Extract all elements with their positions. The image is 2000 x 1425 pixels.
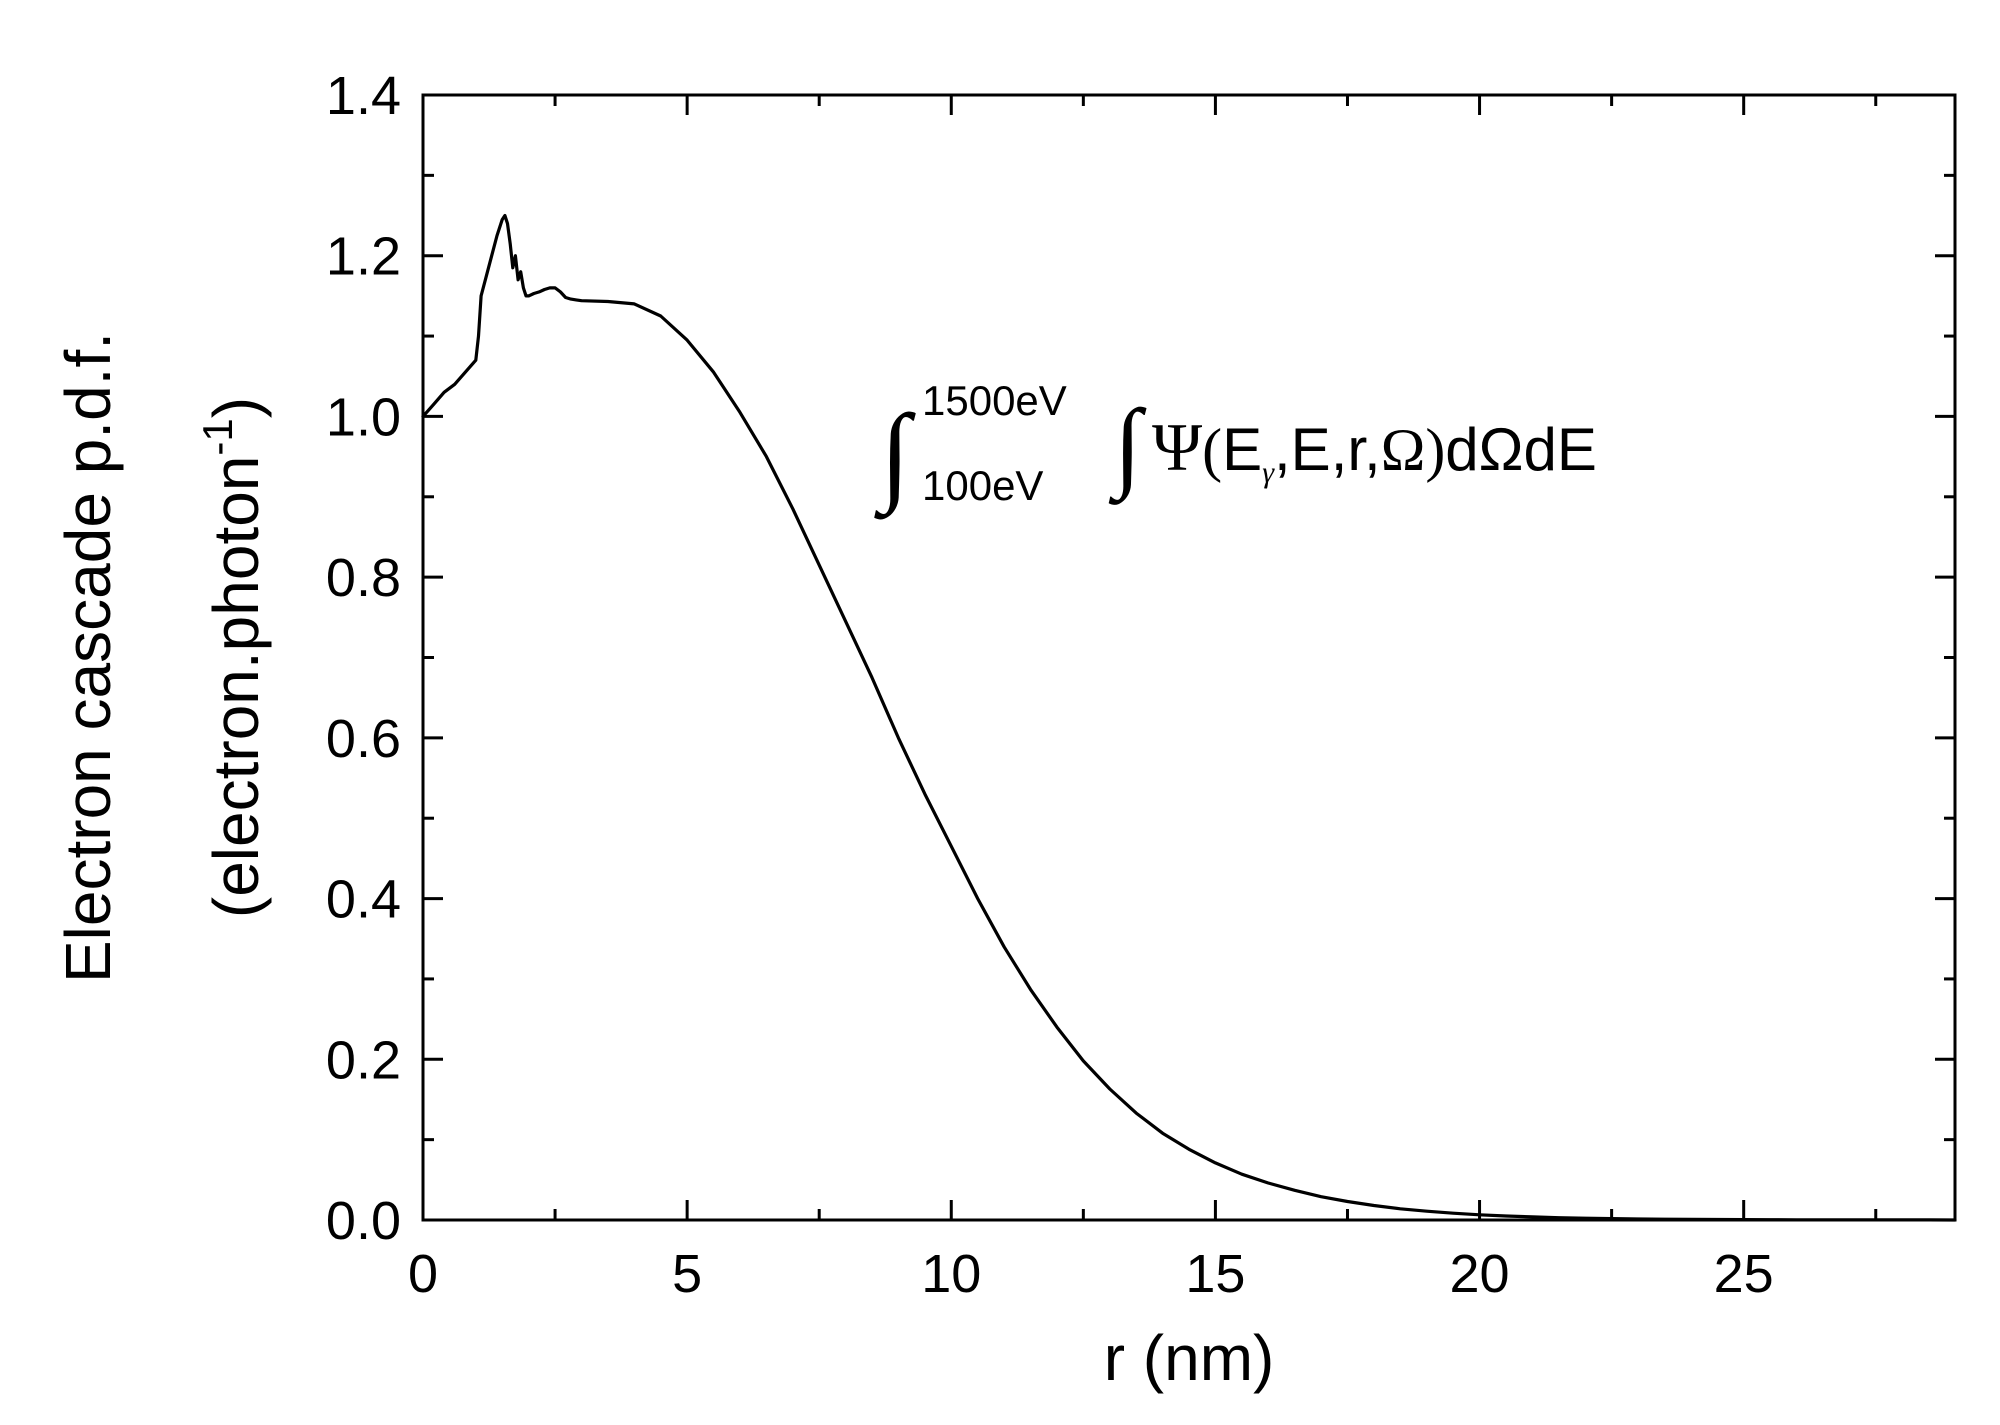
x-tick-label: 5 bbox=[672, 1244, 702, 1304]
y-axis-title-line2: (electron.photon-1) bbox=[194, 397, 272, 918]
e-gamma: E bbox=[1222, 416, 1262, 483]
y-tick-label: 0.8 bbox=[326, 548, 401, 608]
y-axis-title-close: ) bbox=[200, 397, 272, 418]
y-tick-label: 1.4 bbox=[326, 66, 401, 126]
differentials: dΩdE bbox=[1445, 416, 1597, 483]
x-tick-label: 0 bbox=[408, 1244, 438, 1304]
ticks-layer bbox=[421, 93, 1955, 1222]
x-tick-label: 15 bbox=[1185, 1244, 1245, 1304]
x-tick-labels: 0 5 10 15 20 25 bbox=[408, 1244, 1774, 1304]
integral-annotation: ∫ 1500eV 100eV ∫ Ψ(Eγ,E,r,Ω)dΩdE bbox=[874, 377, 1597, 520]
y-tick-label: 1.0 bbox=[326, 387, 401, 447]
y-tick-labels: 0.0 0.2 0.4 0.6 0.8 1.0 1.2 1.4 bbox=[326, 66, 401, 1251]
lower-limit: 100eV bbox=[922, 462, 1043, 509]
x-axis-title: r (nm) bbox=[1104, 1322, 1275, 1394]
psi-symbol: Ψ bbox=[1152, 409, 1202, 485]
outer-integral-sign: ∫ bbox=[874, 392, 916, 520]
y-tick-label: 0.4 bbox=[326, 870, 401, 930]
x-tick-label: 20 bbox=[1450, 1244, 1510, 1304]
x-tick-label: 25 bbox=[1714, 1244, 1774, 1304]
svg-text:Ψ(Eγ,E,r,Ω)dΩdE: Ψ(Eγ,E,r,Ω)dΩdE bbox=[1152, 409, 1597, 489]
close-paren: ) bbox=[1425, 417, 1445, 483]
x-tick-label: 10 bbox=[921, 1244, 981, 1304]
y-axis-title-main: (electron.photon bbox=[200, 456, 272, 919]
series-line bbox=[421, 213, 1957, 1222]
plot-frame bbox=[421, 93, 1957, 1222]
y-axis-title-superscript: -1 bbox=[194, 418, 241, 455]
y-tick-label: 0.6 bbox=[326, 709, 401, 769]
open-paren: ( bbox=[1202, 417, 1222, 483]
y-tick-label: 0.2 bbox=[326, 1030, 401, 1090]
y-tick-label: 1.2 bbox=[326, 227, 401, 287]
inner-integral-sign: ∫ bbox=[1108, 389, 1147, 505]
gamma-subscript: γ bbox=[1262, 456, 1275, 489]
y-tick-label: 0.0 bbox=[326, 1191, 401, 1251]
y-axis-title-line1: Electron cascade p.d.f. bbox=[52, 332, 124, 983]
omega-symbol: Ω bbox=[1381, 417, 1426, 483]
arguments: ,E,r, bbox=[1274, 416, 1381, 483]
upper-limit: 1500eV bbox=[922, 377, 1067, 424]
